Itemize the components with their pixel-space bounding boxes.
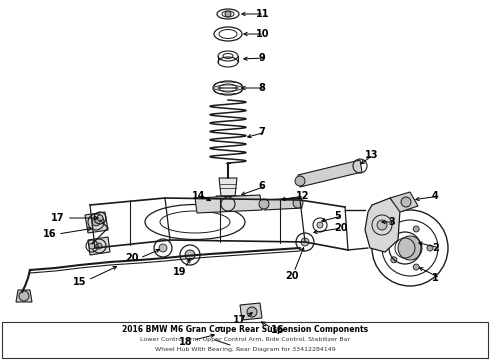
Circle shape xyxy=(317,222,323,228)
Text: 17: 17 xyxy=(233,315,247,325)
Text: 20: 20 xyxy=(125,253,139,263)
Circle shape xyxy=(159,244,167,252)
Polygon shape xyxy=(16,290,32,302)
Circle shape xyxy=(216,331,224,339)
Polygon shape xyxy=(219,178,237,196)
Polygon shape xyxy=(216,196,240,202)
Circle shape xyxy=(295,176,305,186)
Circle shape xyxy=(413,226,419,232)
Text: 16: 16 xyxy=(43,229,57,239)
Circle shape xyxy=(19,291,29,301)
Text: 4: 4 xyxy=(432,191,439,201)
Text: 20: 20 xyxy=(334,223,347,233)
Bar xyxy=(2,322,488,358)
Circle shape xyxy=(185,250,195,260)
Text: 14: 14 xyxy=(192,191,205,201)
Text: 3: 3 xyxy=(388,217,395,227)
Circle shape xyxy=(398,236,422,260)
Text: 5: 5 xyxy=(334,211,341,221)
Polygon shape xyxy=(390,192,418,212)
Circle shape xyxy=(401,197,411,207)
Text: 9: 9 xyxy=(258,53,265,63)
Circle shape xyxy=(259,199,269,209)
Circle shape xyxy=(427,245,433,251)
Circle shape xyxy=(293,198,303,208)
Circle shape xyxy=(247,307,257,317)
Circle shape xyxy=(413,264,419,270)
Text: 19: 19 xyxy=(173,267,187,277)
Text: 20: 20 xyxy=(285,271,299,281)
Polygon shape xyxy=(365,198,400,252)
Circle shape xyxy=(97,215,103,221)
Text: 2: 2 xyxy=(432,243,439,253)
Text: 2016 BMW M6 Gran Coupe Rear Suspension Components: 2016 BMW M6 Gran Coupe Rear Suspension C… xyxy=(122,325,368,334)
Text: Wheel Hub With Bearing, Rear Diagram for 33412284149: Wheel Hub With Bearing, Rear Diagram for… xyxy=(155,347,335,352)
Text: 18: 18 xyxy=(179,337,193,347)
Text: 10: 10 xyxy=(256,29,270,39)
Circle shape xyxy=(377,220,387,230)
Text: 12: 12 xyxy=(296,191,310,201)
Polygon shape xyxy=(85,212,108,233)
Text: 1: 1 xyxy=(432,273,439,283)
Text: 7: 7 xyxy=(258,127,265,137)
Polygon shape xyxy=(88,237,110,255)
Circle shape xyxy=(391,257,397,263)
Text: 6: 6 xyxy=(258,181,265,191)
Text: 13: 13 xyxy=(365,150,378,160)
Text: Lower Control Arm, Upper Control Arm, Ride Control, Stabilizer Bar: Lower Control Arm, Upper Control Arm, Ri… xyxy=(140,338,350,342)
Circle shape xyxy=(391,233,397,239)
Text: 16: 16 xyxy=(271,325,285,335)
Polygon shape xyxy=(262,198,302,210)
Circle shape xyxy=(96,243,102,249)
Text: 17: 17 xyxy=(51,213,65,223)
Circle shape xyxy=(89,243,95,249)
Text: 8: 8 xyxy=(258,83,265,93)
Circle shape xyxy=(92,218,100,226)
Circle shape xyxy=(225,11,231,17)
Text: 15: 15 xyxy=(73,277,87,287)
Polygon shape xyxy=(240,303,262,320)
Text: 11: 11 xyxy=(256,9,270,19)
Polygon shape xyxy=(195,195,262,213)
Circle shape xyxy=(301,238,309,246)
Polygon shape xyxy=(298,160,362,187)
